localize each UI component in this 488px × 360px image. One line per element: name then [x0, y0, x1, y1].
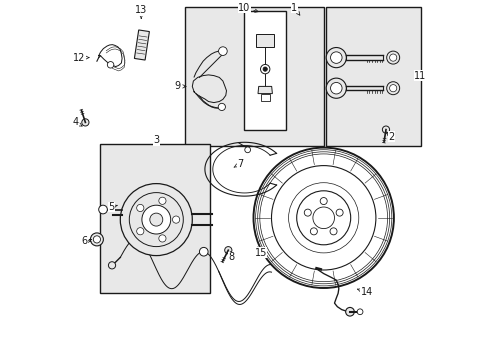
Text: 8: 8 — [228, 252, 234, 262]
Circle shape — [345, 307, 354, 316]
Circle shape — [389, 85, 396, 92]
Circle shape — [218, 103, 225, 111]
Text: 2: 2 — [386, 132, 394, 142]
Circle shape — [107, 62, 114, 68]
Polygon shape — [256, 34, 274, 47]
Circle shape — [330, 52, 342, 63]
Text: 12: 12 — [73, 53, 89, 63]
Circle shape — [81, 119, 89, 126]
Text: 1: 1 — [290, 3, 299, 15]
Circle shape — [224, 247, 231, 254]
Circle shape — [320, 198, 326, 204]
Circle shape — [218, 47, 227, 55]
Text: 14: 14 — [357, 287, 372, 297]
Circle shape — [389, 54, 396, 61]
Circle shape — [93, 236, 101, 243]
Circle shape — [108, 262, 115, 269]
Circle shape — [159, 235, 166, 242]
Circle shape — [199, 247, 208, 256]
Circle shape — [386, 82, 399, 95]
Circle shape — [325, 48, 346, 68]
Circle shape — [356, 309, 362, 315]
Polygon shape — [258, 86, 272, 94]
Text: 10: 10 — [238, 3, 258, 13]
Circle shape — [386, 51, 399, 64]
Circle shape — [99, 205, 107, 214]
Circle shape — [159, 197, 166, 204]
Circle shape — [310, 228, 317, 235]
Circle shape — [90, 233, 103, 246]
Circle shape — [263, 67, 267, 71]
Text: 7: 7 — [234, 159, 243, 169]
Circle shape — [120, 184, 192, 256]
Bar — [185, 7, 323, 146]
Circle shape — [137, 228, 143, 235]
Circle shape — [129, 193, 183, 247]
Text: 11: 11 — [413, 71, 426, 81]
Circle shape — [329, 228, 336, 235]
Text: 15: 15 — [254, 247, 266, 258]
Circle shape — [304, 209, 311, 216]
Text: 3: 3 — [153, 135, 159, 145]
Circle shape — [330, 82, 342, 94]
Bar — [101, 144, 210, 293]
Circle shape — [142, 205, 170, 234]
Circle shape — [149, 213, 163, 226]
Circle shape — [244, 147, 250, 153]
Circle shape — [382, 126, 389, 133]
Text: 9: 9 — [175, 81, 185, 91]
Bar — [244, 11, 285, 130]
Bar — [325, 7, 420, 146]
Circle shape — [260, 64, 269, 74]
Circle shape — [325, 78, 346, 98]
Polygon shape — [134, 30, 149, 60]
Circle shape — [335, 209, 343, 216]
Circle shape — [172, 216, 179, 223]
Text: 4: 4 — [72, 117, 82, 127]
Text: 5: 5 — [108, 202, 117, 212]
Text: 13: 13 — [135, 5, 147, 18]
Circle shape — [137, 204, 143, 212]
Polygon shape — [260, 94, 269, 101]
Text: 6: 6 — [81, 236, 91, 246]
